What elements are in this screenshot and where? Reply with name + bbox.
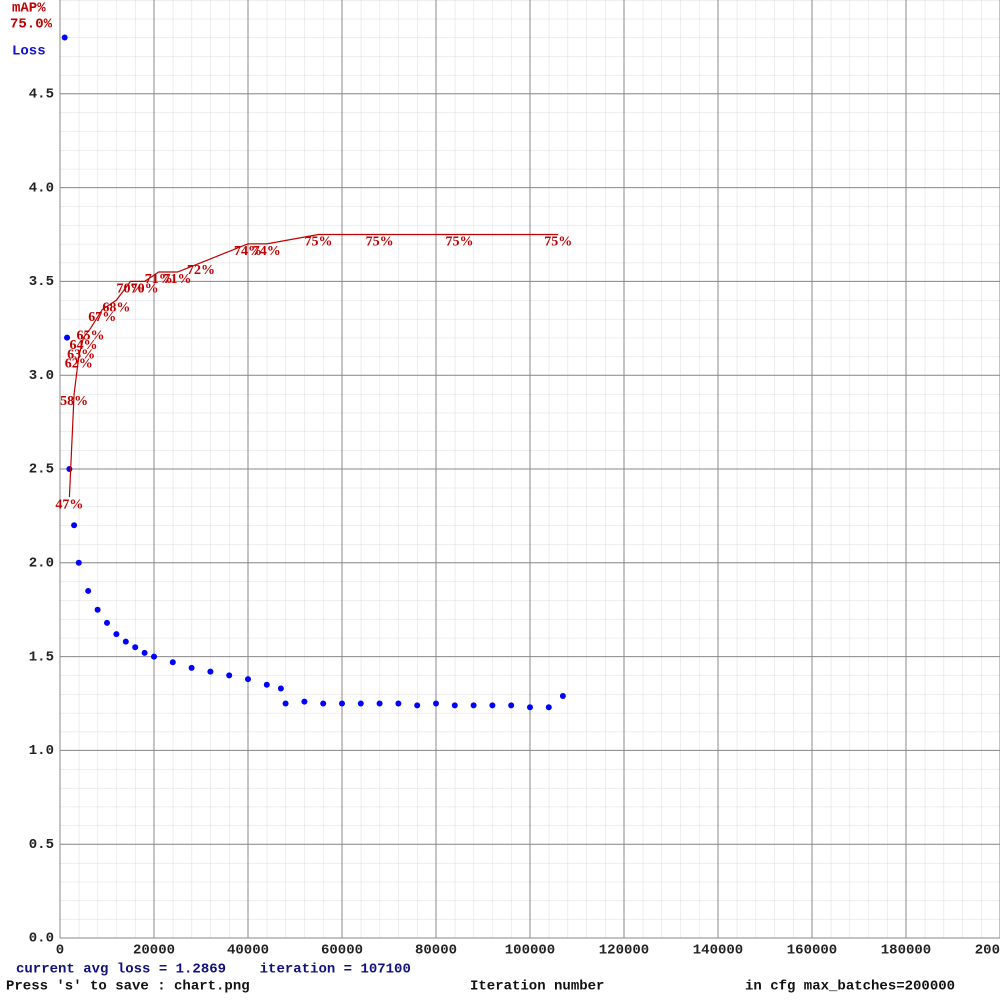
loss-point — [489, 702, 496, 709]
loss-point — [113, 631, 120, 638]
loss-point — [122, 638, 129, 645]
loss-point — [188, 664, 195, 671]
x-tick-label: 40000 — [227, 943, 269, 959]
loss-point — [339, 700, 345, 707]
loss-point — [277, 685, 284, 692]
map-value-label: 75% — [305, 235, 333, 250]
map-value-label: 47% — [55, 497, 83, 512]
map-value-label: 58% — [60, 394, 88, 409]
loss-point — [75, 559, 82, 566]
y-tick-label: 1.5 — [29, 649, 54, 665]
save-hint: Press 's' to save : chart.png — [6, 979, 250, 995]
x-tick-label: 140000 — [693, 943, 743, 959]
map-value-label: 71% — [164, 272, 192, 287]
y-tick-label: 0.0 — [29, 931, 54, 947]
loss-point — [508, 702, 515, 709]
map-value-label: 75% — [446, 235, 474, 250]
map-value-label: 72% — [187, 263, 215, 278]
map-value-label: 63% — [67, 347, 95, 362]
y-tick-label: 4.5 — [29, 87, 54, 103]
map-line — [68, 233, 559, 498]
y-tick-label: 3.5 — [29, 274, 54, 290]
loss-point — [226, 672, 233, 679]
x-tick-label: 20000 — [133, 943, 175, 959]
loss-point — [245, 676, 251, 683]
loss-point — [61, 34, 68, 41]
y-tick-label: 0.5 — [29, 837, 54, 853]
x-tick-label: 120000 — [599, 943, 649, 959]
y-tick-label: 4.0 — [29, 180, 54, 196]
x-tick-label: 180000 — [881, 943, 931, 959]
x-tick-label: 60000 — [321, 943, 363, 959]
loss-point — [433, 700, 439, 707]
marks — [61, 34, 566, 711]
loss-point — [263, 681, 270, 688]
map-value-label: 70% — [117, 282, 145, 297]
loss-point — [545, 704, 552, 711]
y-tick-label: 3.0 — [29, 368, 54, 384]
map-value-label: 71% — [145, 272, 173, 287]
grid — [59, 0, 1000, 939]
max-batches: in cfg max_batches=200000 — [745, 979, 955, 995]
loss-point — [71, 522, 78, 529]
map-value-label: 74% — [253, 244, 281, 259]
y-tick-label: 2.5 — [29, 462, 54, 478]
loss-point — [151, 653, 157, 660]
loss-point — [169, 659, 176, 666]
x-tick-label: 160000 — [787, 943, 837, 959]
loss-point — [104, 619, 110, 626]
loss-point — [85, 587, 92, 594]
map-value-label: 74% — [234, 244, 262, 259]
loss-point — [357, 700, 364, 707]
loss-point — [141, 649, 148, 656]
x-tick-label: 80000 — [415, 943, 457, 959]
map-value-label: 64% — [70, 338, 98, 353]
best-map: 75.0% — [10, 17, 53, 33]
loss-point — [470, 702, 477, 709]
map-value-label: 67% — [88, 310, 116, 325]
loss-point — [207, 668, 214, 675]
map-value-label: 62% — [65, 357, 93, 372]
loss-point — [94, 606, 101, 613]
loss-point — [527, 704, 533, 711]
map-value-label: 75% — [366, 235, 394, 250]
loss-point — [66, 466, 73, 472]
y-tick-label: 2.0 — [29, 556, 54, 572]
status: current avg loss = 1.2869 iteration = 10… — [16, 962, 411, 978]
map-value-label: 75% — [544, 235, 572, 250]
loss-point — [64, 334, 71, 341]
loss-point — [414, 702, 421, 709]
map-label: mAP% — [12, 1, 46, 17]
loss-point — [395, 700, 402, 707]
y-tick-label: 1.0 — [29, 743, 54, 759]
loss-point — [451, 702, 458, 709]
loss-label: Loss — [12, 44, 46, 60]
map-value-label: 68% — [102, 300, 130, 315]
labels: 0.0 0.5 1.0 1.5 2.0 2.5 3.0 3.5 4.0 4.5 0 20000 4000… — [29, 87, 1000, 959]
loss-point — [301, 698, 308, 705]
x-axis-label: Iteration number — [470, 979, 604, 995]
x-tick-label: 200000 — [975, 943, 1000, 959]
map-value-label: 65% — [77, 329, 105, 344]
loss-point — [320, 700, 327, 707]
loss-point — [376, 700, 383, 707]
loss-point — [559, 692, 566, 699]
loss-point — [132, 644, 139, 651]
map-value-label: 70% — [131, 282, 159, 297]
x-tick-label: 0 — [56, 943, 64, 959]
x-tick-label: 100000 — [505, 943, 555, 959]
loss-point — [282, 700, 289, 707]
